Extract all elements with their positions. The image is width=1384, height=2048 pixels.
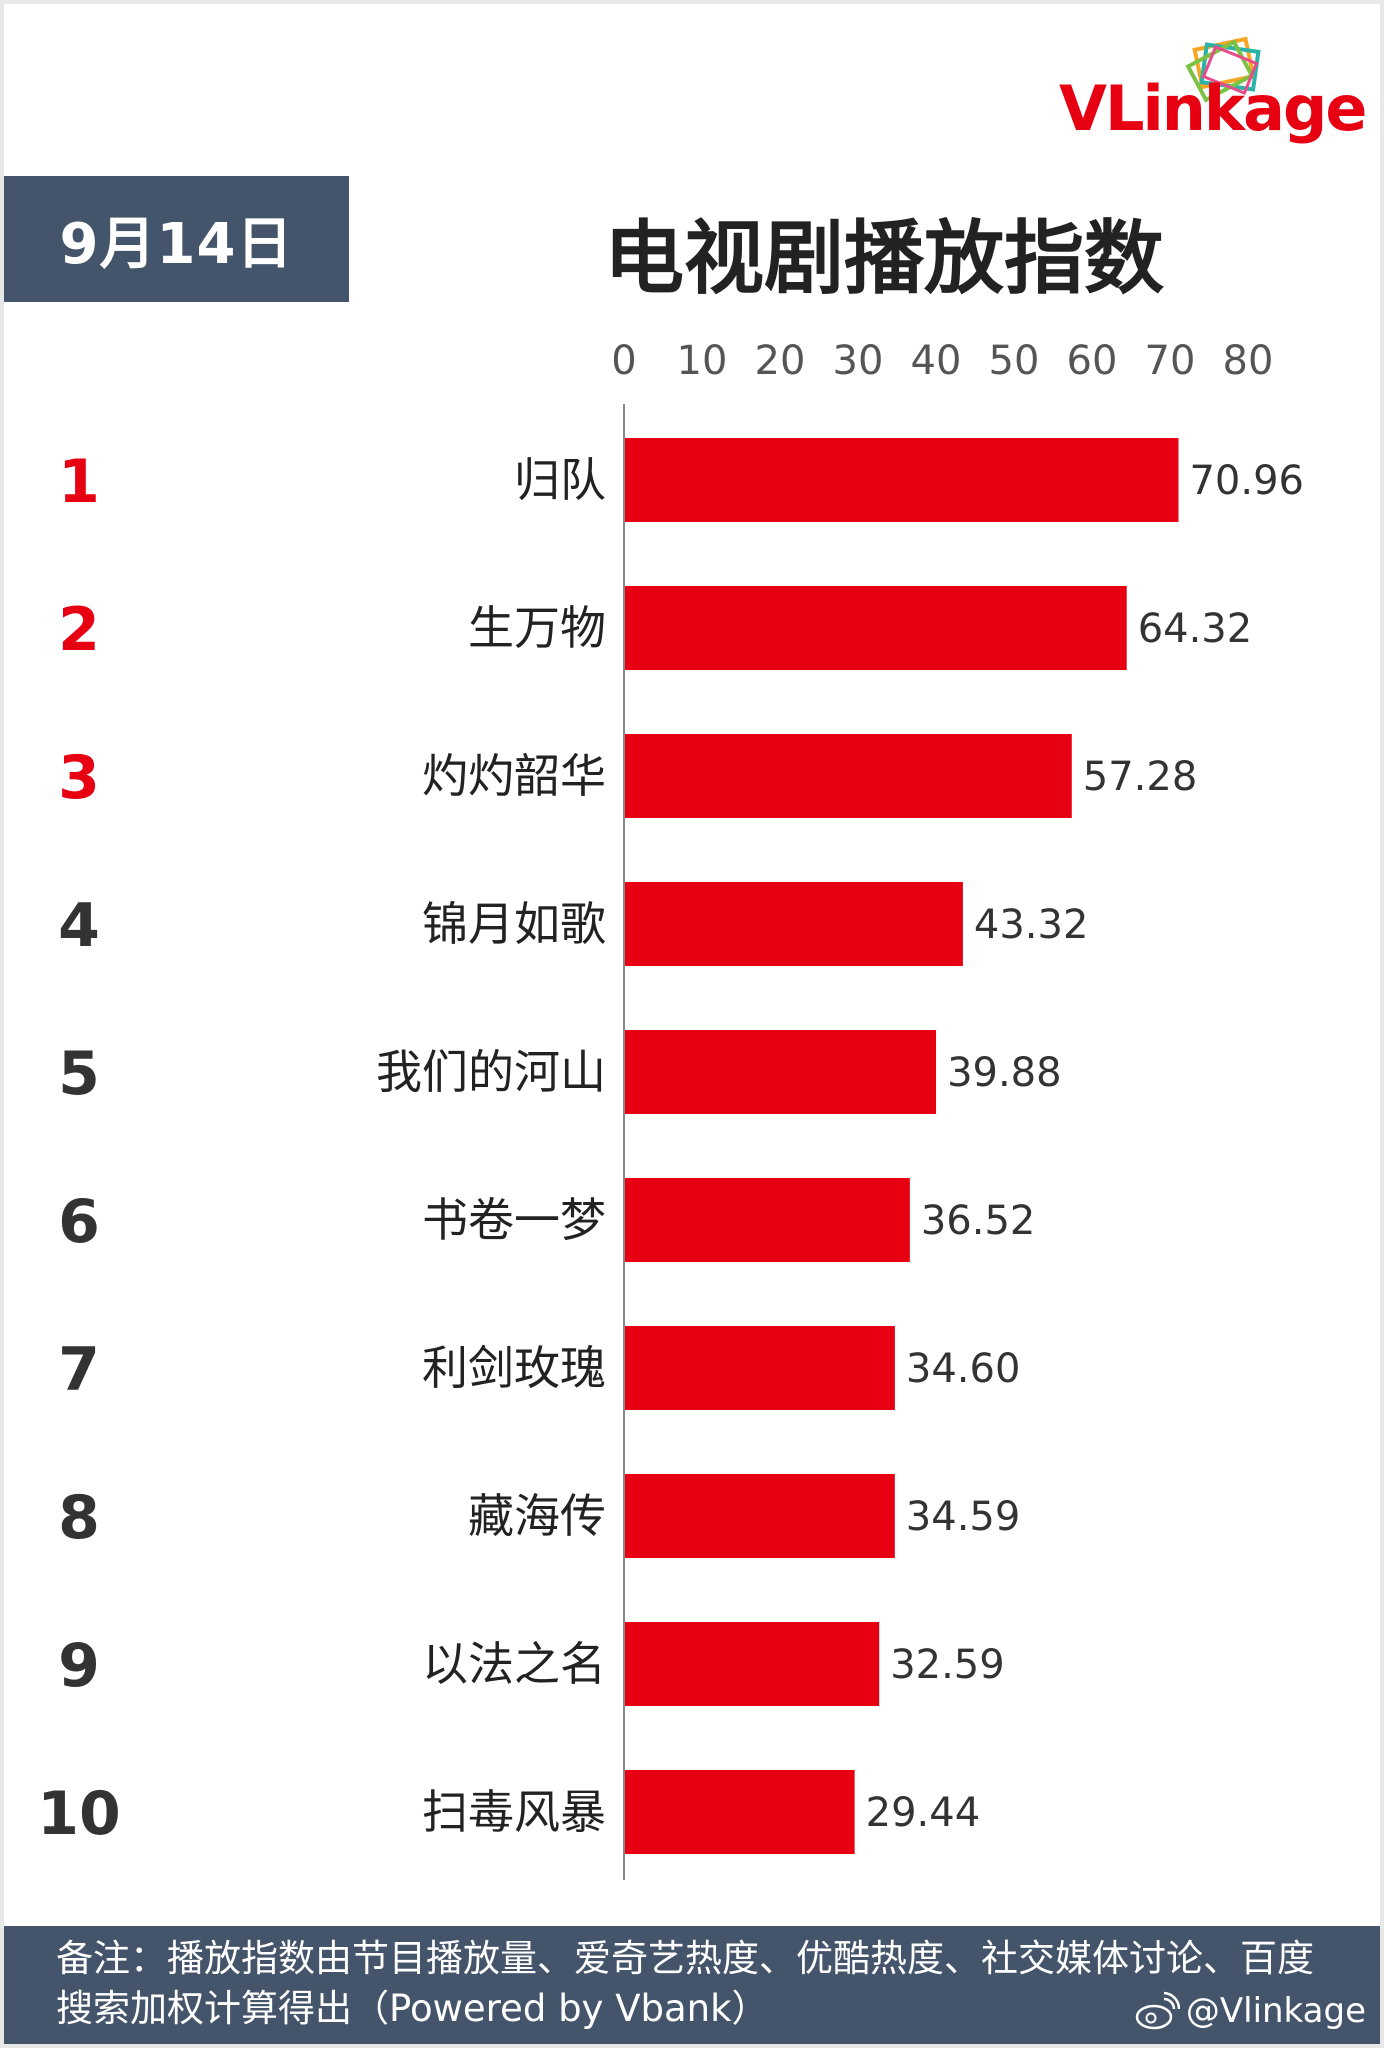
chart-card: VLinkage 9月14日 电视剧播放指数 0 10 20 30 40 50 60 70 80… xyxy=(4,4,1380,2044)
value-label: 43.32 xyxy=(974,902,1089,948)
value-label: 34.59 xyxy=(906,1494,1021,1540)
category-label: 生万物 xyxy=(468,601,606,655)
x-tick-label: 40 xyxy=(911,338,962,384)
x-tick-label: 0 xyxy=(611,338,636,384)
rank-number: 7 xyxy=(58,1335,100,1405)
bar xyxy=(625,1326,895,1410)
category-label: 扫毒风暴 xyxy=(422,1785,606,1839)
rank-number: 3 xyxy=(58,743,100,813)
bar xyxy=(625,1622,880,1706)
value-label: 29.44 xyxy=(866,1790,981,1836)
bar xyxy=(625,1474,895,1558)
category-label: 藏海传 xyxy=(468,1489,606,1543)
category-label: 我们的河山 xyxy=(376,1045,606,1099)
category-label: 归队 xyxy=(514,453,606,507)
rank-number: 2 xyxy=(58,595,100,665)
vlinkage-logo-icon xyxy=(1185,36,1261,103)
value-label: 36.52 xyxy=(921,1198,1036,1244)
x-tick-label: 10 xyxy=(677,338,728,384)
x-tick-label: 20 xyxy=(755,338,806,384)
bar-chart: 0 10 20 30 40 50 60 70 80 1 归队 70.96 2 生万物 64.32 3 灼灼韶华 5… xyxy=(37,338,1304,1880)
footer-note: 备注：播放指数由节目播放量、爱奇艺热度、优酷热度、社交媒体讨论、百度搜索加权计算… xyxy=(56,1937,1314,2030)
rank-number: 6 xyxy=(58,1187,100,1257)
value-label: 39.88 xyxy=(947,1050,1062,1096)
vlinkage-logo-text: VLinkage xyxy=(1059,72,1367,145)
weibo-credit: @Vlinkage xyxy=(1134,1986,1366,2036)
x-tick-label: 60 xyxy=(1067,338,1118,384)
footer-note-bar: 备注：播放指数由节目播放量、爱奇艺热度、优酷热度、社交媒体讨论、百度搜索加权计算… xyxy=(4,1926,1380,2044)
date-badge: 9月14日 xyxy=(4,176,349,302)
category-label: 利剑玫瑰 xyxy=(422,1341,606,1395)
bar xyxy=(625,1770,855,1854)
rank-number: 5 xyxy=(58,1039,100,1109)
x-tick-label: 70 xyxy=(1145,338,1196,384)
category-label: 以法之名 xyxy=(422,1637,606,1691)
category-label: 书卷一梦 xyxy=(422,1193,606,1247)
x-tick-label: 80 xyxy=(1223,338,1274,384)
rank-number: 8 xyxy=(58,1483,100,1553)
bar xyxy=(625,1030,937,1114)
bar xyxy=(625,586,1127,670)
category-label: 锦月如歌 xyxy=(422,897,606,951)
bar xyxy=(625,1178,910,1262)
value-label: 70.96 xyxy=(1189,458,1304,504)
bar xyxy=(625,734,1072,818)
rank-number: 9 xyxy=(58,1631,100,1701)
value-label: 34.60 xyxy=(906,1346,1021,1392)
bar xyxy=(625,438,1179,522)
chart-title: 电视剧播放指数 xyxy=(604,212,1164,305)
value-label: 64.32 xyxy=(1138,606,1253,652)
weibo-handle: @Vlinkage xyxy=(1185,1991,1366,2031)
rank-number: 1 xyxy=(58,447,100,517)
value-label: 57.28 xyxy=(1083,754,1198,800)
bar xyxy=(625,882,963,966)
x-tick-label: 30 xyxy=(833,338,884,384)
category-label: 灼灼韶华 xyxy=(422,749,606,803)
weibo-icon xyxy=(1135,1991,1180,2030)
x-tick-label: 50 xyxy=(989,338,1040,384)
rank-number: 4 xyxy=(58,891,100,961)
rank-number: 10 xyxy=(37,1779,121,1849)
value-label: 32.59 xyxy=(890,1642,1005,1688)
